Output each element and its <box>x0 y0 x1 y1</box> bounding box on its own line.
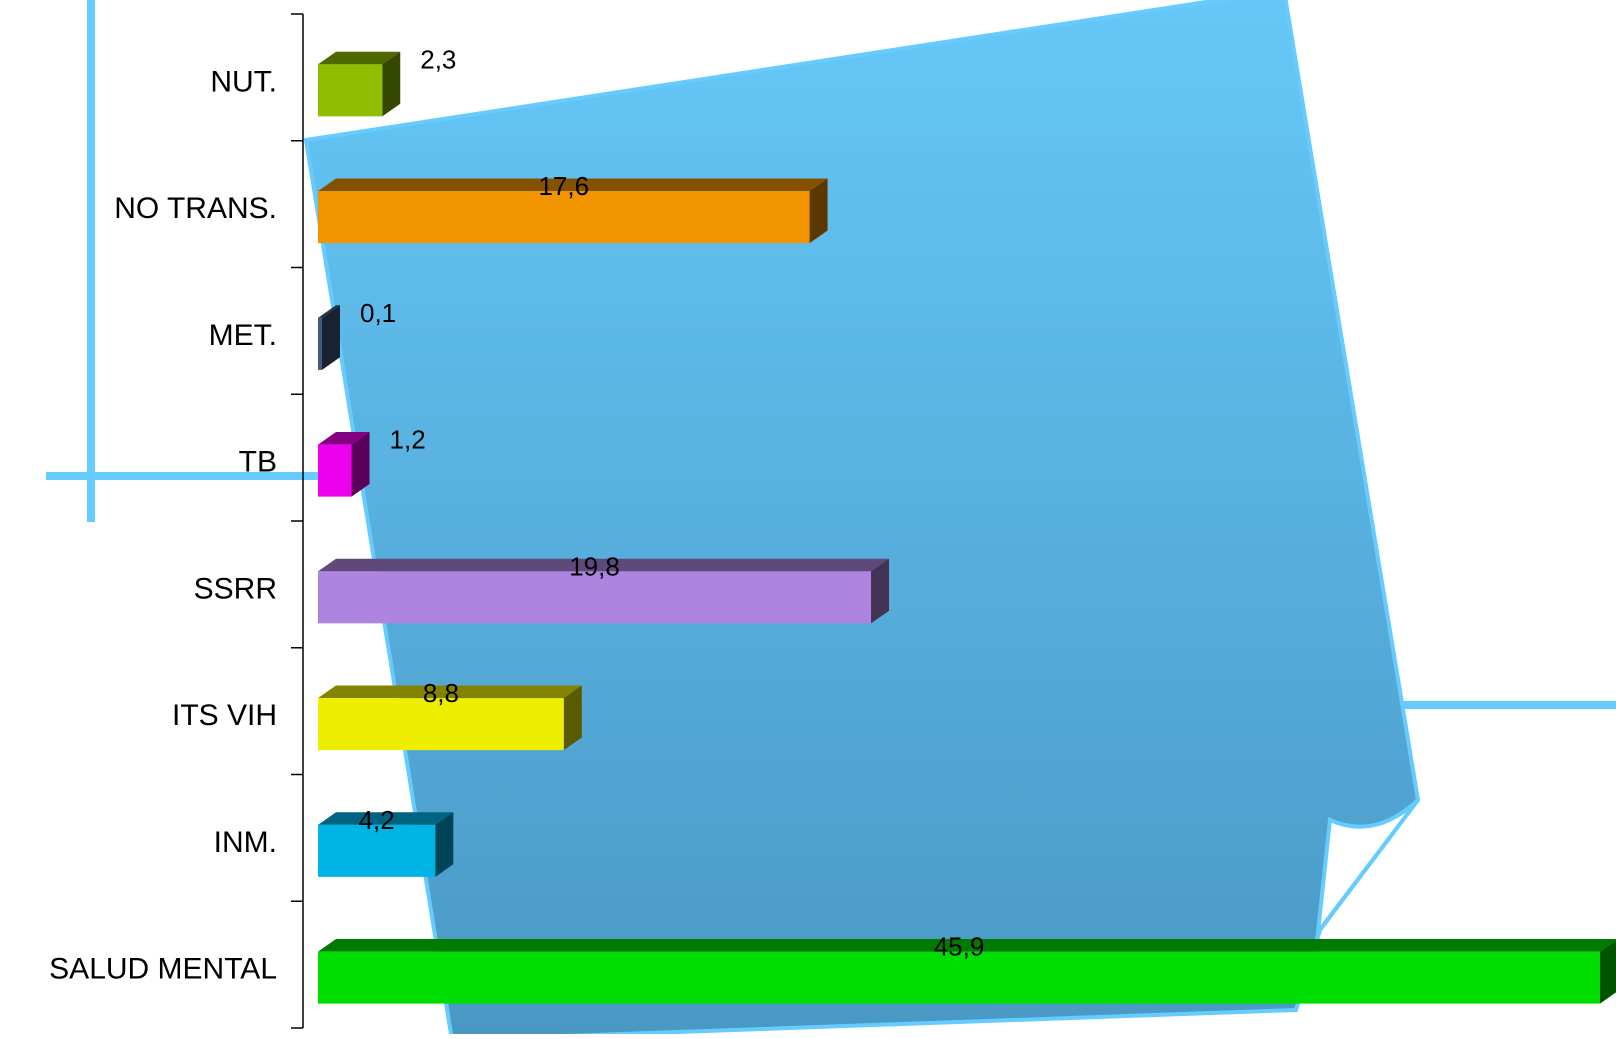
category-label: NUT. <box>210 65 277 98</box>
bar-1 <box>318 51 401 117</box>
bar-front-face <box>318 191 810 244</box>
bar-side-face <box>563 685 582 751</box>
bar-side-face <box>351 432 370 497</box>
category-label: TB <box>239 446 277 479</box>
value-label: 4,2 <box>359 805 395 835</box>
bar-top-face <box>318 432 370 445</box>
bar-3 <box>318 305 340 370</box>
category-label: ITS VIH <box>172 699 277 732</box>
bars-group <box>318 51 1616 1004</box>
value-label: 2,3 <box>420 44 456 74</box>
background-decoration <box>46 0 1616 1039</box>
bar-top-face <box>318 51 401 65</box>
bar-top-face <box>318 558 890 572</box>
bar-side-face <box>809 178 828 244</box>
bar-front-face <box>318 444 352 497</box>
bar-front-face <box>318 824 436 877</box>
bar-side-face <box>322 305 340 370</box>
curled-paper-note <box>303 0 1421 1039</box>
bar-side-face <box>1600 940 1616 1004</box>
value-label: 17,6 <box>538 171 589 201</box>
bar-front-face <box>318 571 872 624</box>
bar-side-face <box>435 812 454 877</box>
bar-top-face <box>318 305 340 318</box>
category-label: SSRR <box>194 572 277 605</box>
bar-front-face <box>318 951 1600 1004</box>
bar-front-face <box>318 698 564 751</box>
bar-2 <box>318 178 828 244</box>
value-label: 45,9 <box>934 932 985 962</box>
bar-side-face <box>382 51 401 117</box>
bar-top-face <box>318 178 828 192</box>
category-label: MET. <box>209 319 277 352</box>
labels-group: NUT. 2,3 NO TRANS. 17,6 MET. 0,1 TB 1,2 SSRR 19,8… <box>49 44 984 985</box>
category-label: NO TRANS. <box>114 192 277 225</box>
category-label: SALUD MENTAL <box>49 953 277 986</box>
bar-8 <box>318 939 1616 1004</box>
paper-curl-fold <box>1315 798 1420 939</box>
value-label: 8,8 <box>423 678 459 708</box>
category-axis <box>291 13 304 1029</box>
bar-top-face <box>318 939 1616 952</box>
bar-4 <box>318 432 370 497</box>
bar-6 <box>318 685 582 751</box>
bar-side-face <box>871 558 890 624</box>
value-label: 0,1 <box>360 298 396 328</box>
bar-front-face <box>318 317 322 370</box>
category-label: INM. <box>214 826 277 859</box>
bar-front-face <box>318 64 383 117</box>
bar-top-face <box>318 812 454 825</box>
bar-7 <box>318 812 454 877</box>
value-label: 1,2 <box>390 425 426 455</box>
bar-5 <box>318 558 890 624</box>
bar-top-face <box>318 685 582 699</box>
value-label: 19,8 <box>569 551 620 581</box>
